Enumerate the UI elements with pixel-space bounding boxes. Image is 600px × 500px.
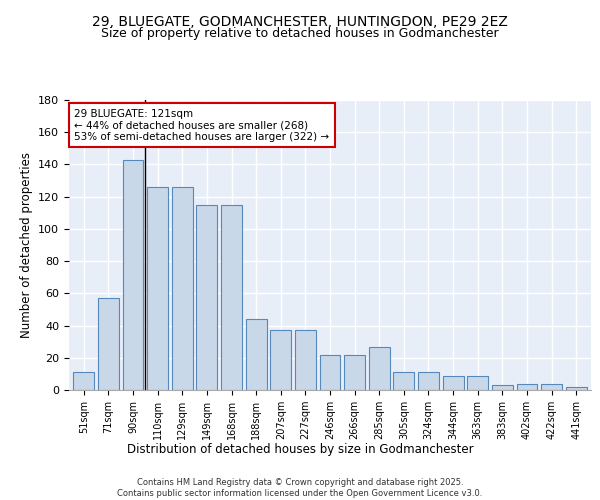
Bar — [344, 354, 365, 390]
Bar — [147, 187, 168, 390]
Text: Contains HM Land Registry data © Crown copyright and database right 2025.
Contai: Contains HM Land Registry data © Crown c… — [118, 478, 482, 498]
Text: Distribution of detached houses by size in Godmanchester: Distribution of detached houses by size … — [127, 442, 473, 456]
Bar — [221, 204, 242, 390]
Bar — [443, 376, 464, 390]
Text: Size of property relative to detached houses in Godmanchester: Size of property relative to detached ho… — [101, 28, 499, 40]
Bar — [394, 372, 415, 390]
Bar — [541, 384, 562, 390]
Bar — [418, 372, 439, 390]
Bar — [73, 372, 94, 390]
Bar — [122, 160, 143, 390]
Bar — [517, 384, 538, 390]
Bar — [369, 346, 390, 390]
Bar — [98, 298, 119, 390]
Bar — [467, 376, 488, 390]
Bar — [172, 187, 193, 390]
Bar — [295, 330, 316, 390]
Y-axis label: Number of detached properties: Number of detached properties — [20, 152, 32, 338]
Bar — [320, 354, 340, 390]
Text: 29 BLUEGATE: 121sqm
← 44% of detached houses are smaller (268)
53% of semi-detac: 29 BLUEGATE: 121sqm ← 44% of detached ho… — [74, 108, 329, 142]
Bar — [245, 319, 266, 390]
Bar — [270, 330, 291, 390]
Text: 29, BLUEGATE, GODMANCHESTER, HUNTINGDON, PE29 2EZ: 29, BLUEGATE, GODMANCHESTER, HUNTINGDON,… — [92, 15, 508, 29]
Bar — [492, 385, 513, 390]
Bar — [196, 204, 217, 390]
Bar — [566, 387, 587, 390]
